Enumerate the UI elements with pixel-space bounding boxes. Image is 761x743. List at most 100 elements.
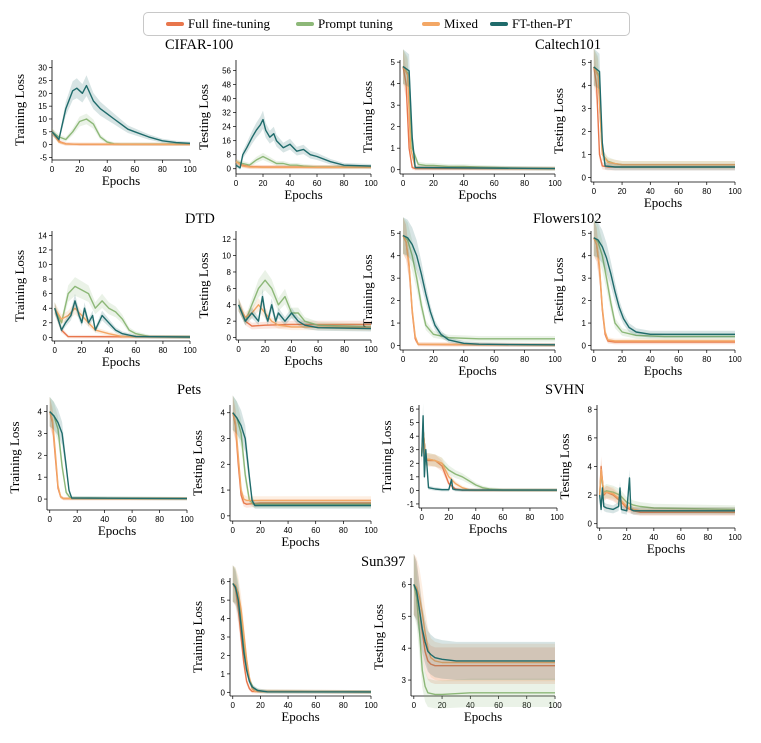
y-tick-label: 40 — [222, 95, 231, 104]
y-tick-label: 6 — [43, 290, 48, 299]
x-tick: 0 — [401, 350, 406, 364]
y-tick: 8 — [43, 275, 52, 284]
y-tick-label: 4 — [38, 408, 43, 417]
y-tick-label: 0 — [227, 334, 232, 343]
x-tick: 100 — [183, 341, 197, 355]
x-tick: 0 — [592, 182, 597, 196]
y-tick-label: 30 — [38, 64, 47, 73]
series-band-mixed — [403, 49, 555, 171]
x-tick: 0 — [231, 521, 236, 535]
series-line-prompt-tuning — [49, 411, 188, 500]
y-tick: 5 — [221, 596, 230, 605]
y-tick-label: 0 — [391, 342, 396, 351]
y-tick-label: 4 — [582, 252, 587, 261]
y-tick: 5 — [410, 419, 419, 428]
chart-dtd-testing-loss: 0 20 40 60 80 100 0 2 4 6 8 10 12 Epochs Testing Loss — [196, 231, 378, 368]
x-tick: 80 — [525, 508, 535, 522]
x-tick: 80 — [158, 341, 168, 355]
x-tick-label: 100 — [728, 533, 742, 542]
chart-pets-training-loss: 0 20 40 60 80 100 0 1 2 3 4 Epochs Training Loss — [7, 396, 194, 538]
x-tick: 80 — [520, 350, 530, 364]
x-axis-label: Epochs — [644, 363, 682, 378]
y-tick-label: 2 — [391, 123, 396, 132]
x-tick-label: 60 — [128, 515, 137, 524]
y-tick-label: 3 — [221, 633, 226, 642]
x-tick: 0 — [48, 510, 53, 524]
x-tick-label: 20 — [618, 187, 627, 196]
y-tick: 5 — [391, 58, 400, 67]
x-axis-label: Epochs — [458, 187, 496, 202]
y-tick: 4 — [582, 81, 591, 90]
y-tick-label: 2 — [391, 297, 396, 306]
y-tick: 2 — [582, 297, 591, 306]
series-line-mixed — [232, 582, 372, 693]
x-tick: 80 — [340, 340, 350, 354]
y-tick-label: 5 — [43, 128, 48, 137]
x-tick: 100 — [548, 696, 562, 710]
series-line-ft-then-pt — [235, 118, 372, 169]
y-axis-label: Testing Loss — [196, 84, 211, 150]
chart-cifar-100-training-loss: 0 20 40 60 80 100-5051015202530EpochsTraining… — [12, 60, 197, 188]
x-tick: 20 — [261, 340, 270, 354]
x-tick: 60 — [676, 528, 686, 542]
y-tick-label: 1 — [221, 486, 226, 495]
y-tick: 6 — [588, 434, 597, 443]
y-tick-label: 6 — [588, 434, 593, 443]
chart-sun397-testing-loss: 0 20 40 60 80 100 3 4 5 6 Epochs Testing Loss — [371, 553, 562, 724]
y-tick-label: 32 — [222, 109, 231, 118]
x-tick: 100 — [550, 508, 564, 522]
y-tick-label: 4 — [221, 409, 226, 418]
x-tick-label: 100 — [364, 701, 378, 710]
series-line-prompt-tuning — [413, 584, 555, 696]
y-tick: 4 — [221, 615, 230, 624]
x-tick: 20 — [429, 350, 438, 364]
x-tick-label: 0 — [231, 701, 236, 710]
y-tick: 8 — [227, 268, 236, 277]
y-tick-label: -1 — [407, 500, 415, 509]
legend-label: Mixed — [444, 16, 478, 31]
y-tick-label: 2 — [582, 127, 587, 136]
y-tick-label: 2 — [43, 319, 48, 328]
y-tick: 2 — [588, 491, 597, 500]
series-band-mixed — [413, 553, 555, 682]
x-tick: 60 — [490, 174, 499, 188]
y-tick-label: 8 — [588, 405, 593, 414]
y-tick: 3 — [391, 274, 400, 283]
y-tick: 4 — [391, 80, 400, 89]
series-band-ft-then-pt — [593, 48, 735, 171]
y-tick-label: 2 — [38, 451, 43, 460]
x-tick: 40 — [286, 174, 295, 188]
series-line-full-fine-tuning — [49, 411, 187, 500]
y-tick-label: 5 — [402, 612, 407, 621]
x-tick: 20 — [618, 182, 627, 196]
y-tick: 0 — [38, 495, 47, 504]
y-tick-label: 20 — [38, 89, 47, 98]
series-band-prompt-tuning — [421, 418, 557, 492]
y-axis-label: Testing Loss — [371, 604, 386, 670]
y-tick: 1 — [582, 150, 591, 159]
y-tick: 0 — [410, 486, 419, 495]
x-tick: 40 — [287, 340, 297, 354]
y-axis-label: Training Loss — [7, 421, 22, 493]
y-tick: 4 — [402, 644, 411, 653]
x-tick-label: 60 — [676, 533, 685, 542]
series-line-mixed — [51, 131, 191, 146]
y-tick: 8 — [227, 151, 236, 160]
y-axis-label: Training Loss — [360, 81, 375, 153]
y-tick-label: 8 — [227, 268, 232, 277]
y-tick-label: 4 — [582, 81, 587, 90]
series-line-ft-then-pt — [593, 237, 735, 335]
x-axis-label: Epochs — [102, 173, 140, 188]
x-tick-label: 20 — [256, 526, 265, 535]
x-tick-label: 20 — [77, 346, 86, 355]
chart-svhn-testing-loss: 0 20 40 60 80 100 0 2 4 6 8 Epochs Testing Loss — [557, 405, 742, 556]
x-tick-label: 40 — [459, 179, 468, 188]
x-tick: 60 — [311, 521, 321, 535]
legend: Full fine-tuning Prompt tuning Mixed FT-… — [143, 12, 630, 36]
series-band-ft-then-pt — [49, 396, 188, 501]
y-tick: 4 — [38, 408, 47, 417]
x-tick-label: 20 — [618, 355, 627, 364]
series-line-ft-then-pt — [593, 66, 735, 168]
x-tick-label: 0 — [592, 355, 597, 364]
x-tick-label: 80 — [703, 533, 712, 542]
